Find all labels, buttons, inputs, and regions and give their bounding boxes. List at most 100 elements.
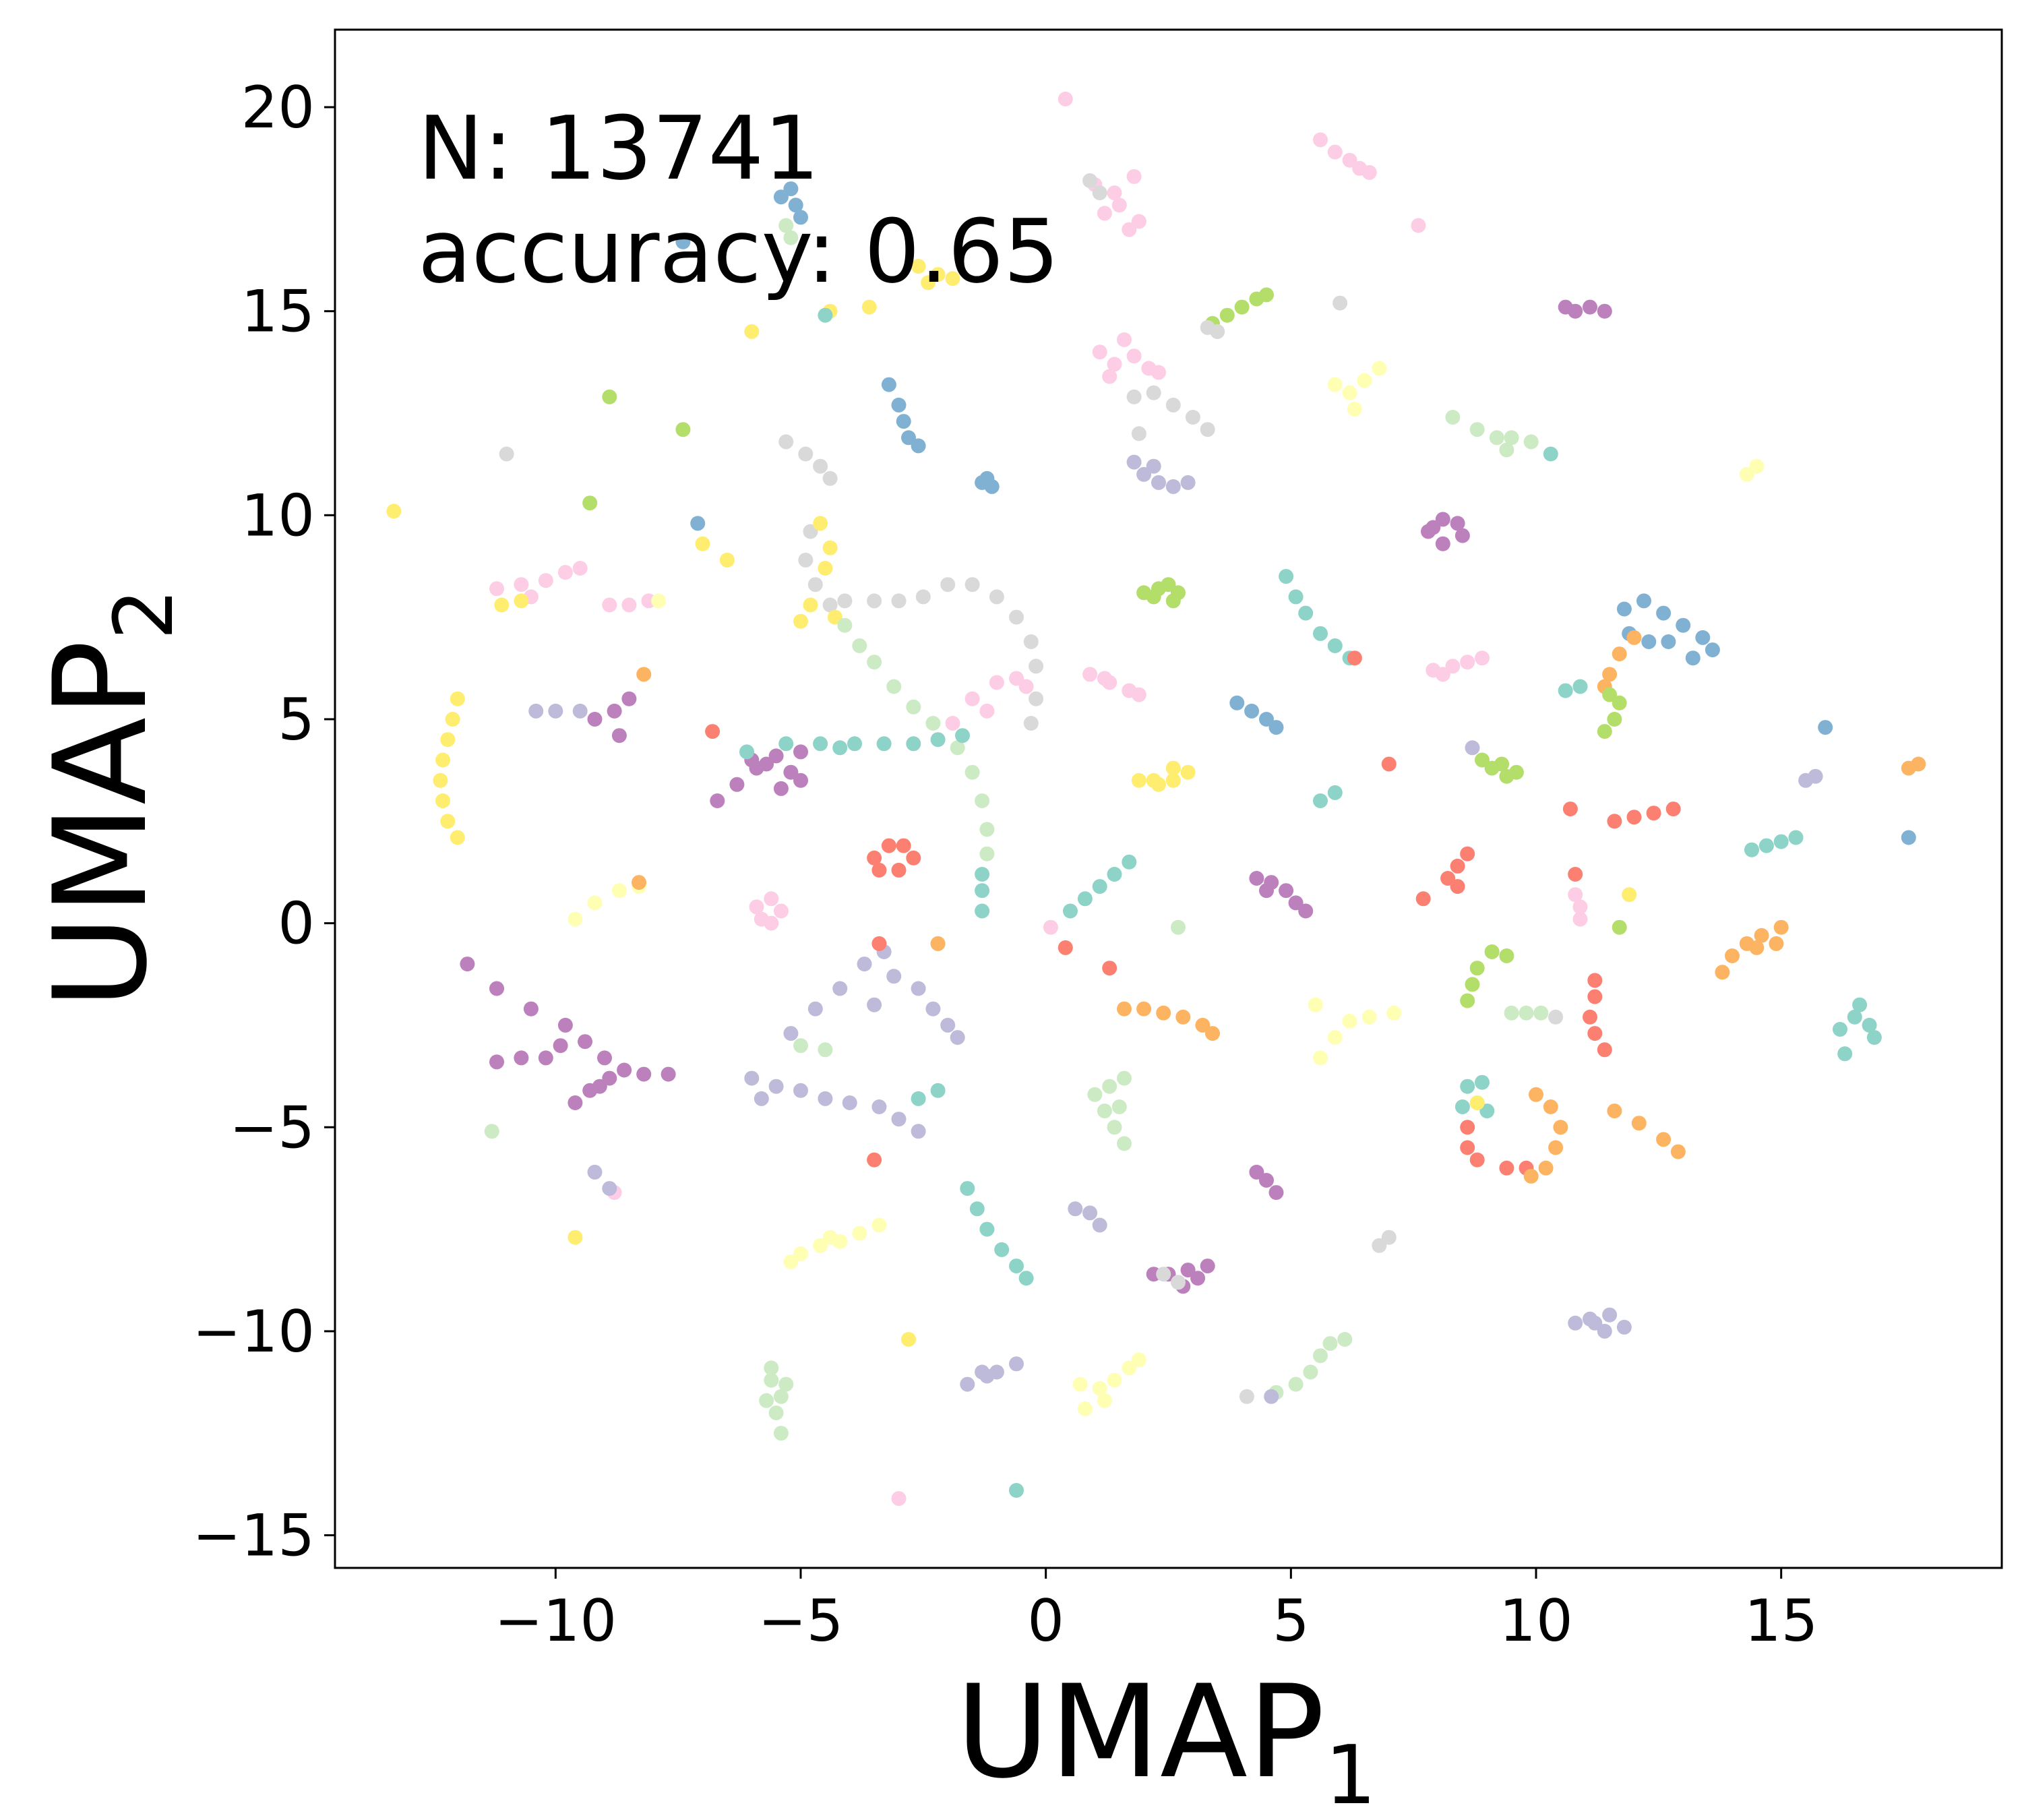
scatter-point [979,703,995,719]
scatter-point [1249,1164,1264,1180]
scatter-point [969,1201,985,1217]
scatter-point [1308,997,1323,1012]
y-tick-label: 15 [241,278,315,346]
scatter-point [783,1026,799,1041]
scatter-point [891,862,907,878]
cluster-61 [1454,1074,1495,1119]
scatter-point [1313,793,1328,808]
scatter-point [1229,695,1245,710]
cluster-17 [528,703,588,719]
scatter-point [1131,1352,1146,1368]
scatter-point [793,1038,808,1054]
scatter-point [484,1124,499,1139]
scatter-point [1298,605,1314,621]
scatter-point [975,903,990,919]
scatter-point [1469,1152,1485,1167]
scatter-point [1445,659,1461,674]
scatter-point [773,189,789,205]
scatter-point [1190,1271,1206,1286]
y-tick-label: 20 [241,74,315,142]
scatter-point [1602,687,1618,702]
scatter-point [1175,1009,1191,1025]
scatter-point [592,1079,607,1094]
scatter-point [822,1230,838,1245]
scatter-point [955,728,970,744]
cluster-84 [705,724,1583,1167]
scatter-point [1122,1360,1137,1376]
scatter-point [964,577,980,593]
cluster-44 [1200,320,1225,339]
cluster-6 [837,617,995,861]
scatter-point [1102,369,1117,384]
scatter-point [1288,895,1304,911]
scatter-point [1058,940,1073,955]
cluster-82 [582,389,1627,935]
cluster-66 [1558,299,1612,319]
scatter-point [1484,944,1500,959]
scatter-point [514,1050,529,1066]
scatter-point [818,307,833,323]
scatter-point [1685,650,1701,666]
scatter-point [1097,671,1112,686]
cluster-18 [587,691,637,744]
scatter-point [940,577,956,593]
scatter-point [1185,410,1200,425]
scatter-point [597,1050,612,1066]
scatter-point [1597,724,1612,739]
scatter-point [1460,1079,1475,1094]
scatter-point [1151,365,1166,380]
scatter-point [940,1017,956,1033]
scatter-points [386,91,1926,1507]
scatter-point [1347,650,1362,666]
y-tick-label: −5 [229,1094,315,1161]
cluster-46 [1327,361,1387,417]
scatter-point [803,597,818,613]
scatter-point [1200,422,1215,437]
scatter-point [783,181,799,197]
scatter-point [1126,389,1142,404]
scatter-point [1313,626,1328,641]
scatter-point [960,1376,975,1392]
scatter-point [1529,1087,1543,1102]
x-tick-label: −5 [758,1587,844,1655]
scatter-point [572,703,588,719]
scatter-point [867,1152,882,1167]
scatter-point [675,422,691,437]
scatter-point [1725,948,1740,963]
scatter-point [1572,899,1588,915]
scatter-point [499,446,514,462]
scatter-point [661,1066,676,1082]
scatter-point [1009,671,1024,686]
scatter-point [1107,867,1122,882]
cluster-85 [675,234,706,531]
cluster-39 [1068,1201,1107,1233]
scatter-point [842,1095,857,1110]
scatter-point [915,589,931,605]
scatter-point [818,1042,833,1058]
scatter-point [523,1001,539,1017]
cluster-20 [494,593,529,613]
scatter-point [1499,948,1514,963]
scatter-point [1117,332,1132,347]
scatter-point [911,1124,926,1139]
scatter-point [489,581,504,597]
cluster-11 [744,1070,926,1139]
scatter-point [611,728,627,744]
x-tick-label: 0 [1027,1587,1064,1655]
scatter-point [1901,830,1916,845]
cluster-3 [739,736,848,760]
scatter-point [744,324,760,339]
cluster-14 [759,1360,794,1441]
x-axis-label: UMAP1 [956,1658,1376,1820]
scatter-point [1866,1030,1882,1045]
scatter-point [1165,772,1181,788]
scatter-point [494,597,510,613]
scatter-point [1837,1046,1853,1062]
scatter-point [1009,1483,1024,1498]
scatter-point [1313,1348,1328,1364]
scatter-point [1092,185,1107,201]
scatter-point [386,504,402,519]
scatter-point [440,732,456,748]
cluster-36 [1063,854,1137,919]
scatter-point [568,1095,583,1110]
